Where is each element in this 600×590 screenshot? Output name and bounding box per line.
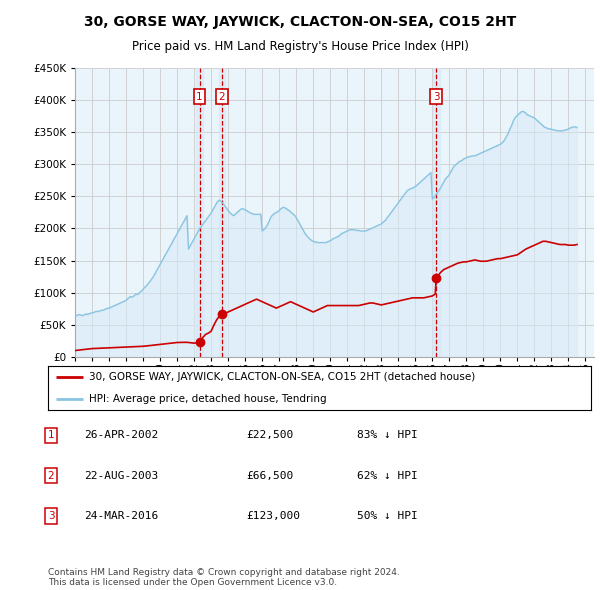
Text: £66,500: £66,500 [246, 471, 293, 480]
Text: 62% ↓ HPI: 62% ↓ HPI [357, 471, 418, 480]
Bar [196, 68, 203, 357]
Text: 1: 1 [196, 92, 203, 101]
Text: 83% ↓ HPI: 83% ↓ HPI [357, 431, 418, 440]
Text: 30, GORSE WAY, JAYWICK, CLACTON-ON-SEA, CO15 2HT (detached house): 30, GORSE WAY, JAYWICK, CLACTON-ON-SEA, … [89, 372, 475, 382]
Text: 1: 1 [47, 431, 55, 440]
Text: 30, GORSE WAY, JAYWICK, CLACTON-ON-SEA, CO15 2HT: 30, GORSE WAY, JAYWICK, CLACTON-ON-SEA, … [84, 15, 516, 29]
Text: 3: 3 [433, 92, 440, 101]
Text: HPI: Average price, detached house, Tendring: HPI: Average price, detached house, Tend… [89, 394, 326, 404]
Text: 24-MAR-2016: 24-MAR-2016 [84, 511, 158, 520]
Text: 50% ↓ HPI: 50% ↓ HPI [357, 511, 418, 520]
Text: Price paid vs. HM Land Registry's House Price Index (HPI): Price paid vs. HM Land Registry's House … [131, 40, 469, 53]
Bar [433, 68, 440, 357]
Text: 22-AUG-2003: 22-AUG-2003 [84, 471, 158, 480]
Text: £22,500: £22,500 [246, 431, 293, 440]
Text: 3: 3 [47, 511, 55, 520]
Text: 2: 2 [47, 471, 55, 480]
Text: 2: 2 [219, 92, 226, 101]
Text: Contains HM Land Registry data © Crown copyright and database right 2024.
This d: Contains HM Land Registry data © Crown c… [48, 568, 400, 587]
Text: £123,000: £123,000 [246, 511, 300, 520]
Bar [218, 68, 226, 357]
Text: 26-APR-2002: 26-APR-2002 [84, 431, 158, 440]
